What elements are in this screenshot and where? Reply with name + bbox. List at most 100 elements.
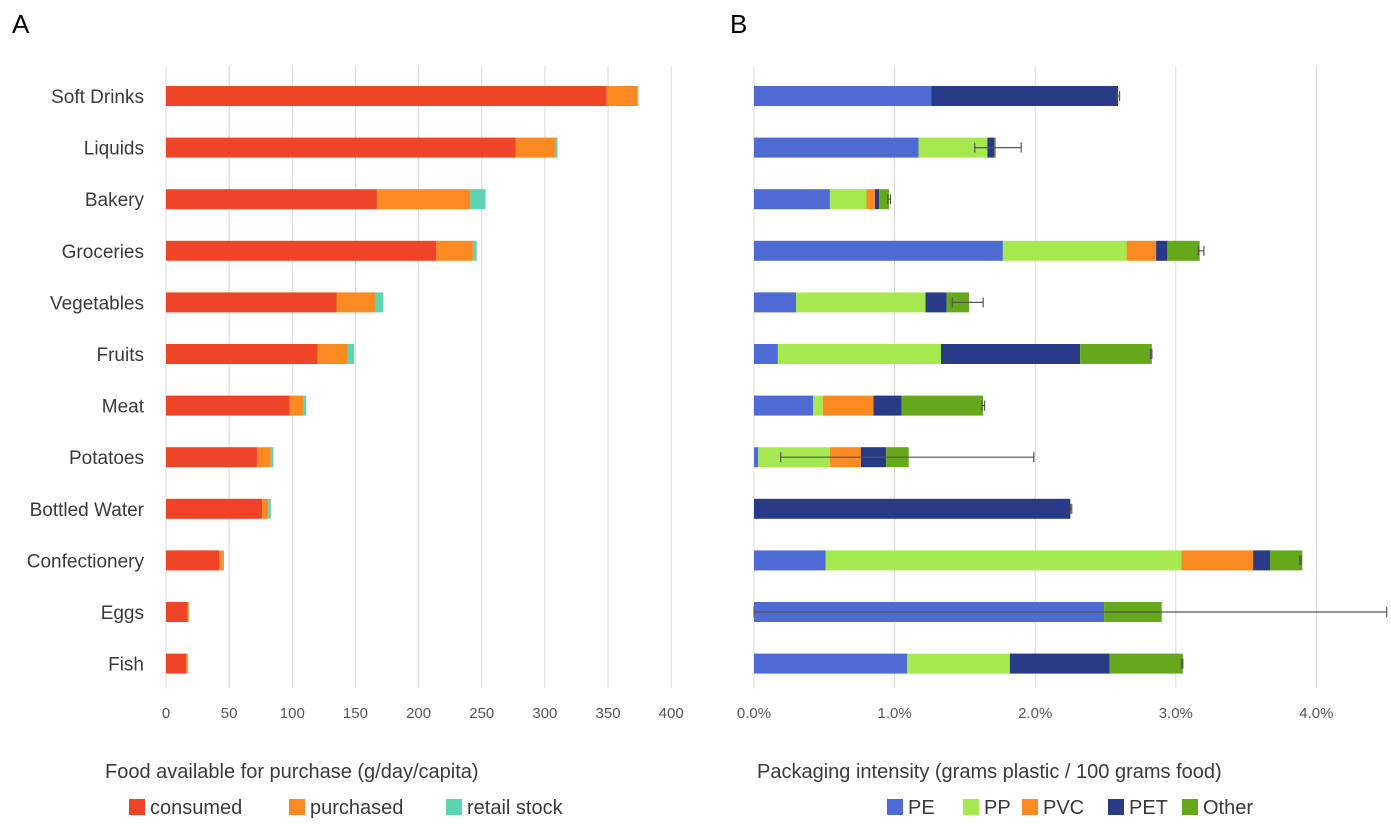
- bar-other-meat: [901, 395, 984, 416]
- x-tick-label: 0.0%: [737, 705, 771, 722]
- bar-other-confectionery: [1270, 550, 1303, 571]
- bar-consumed-liquids: [166, 137, 516, 158]
- bar-pvc-confectionery: [1181, 550, 1254, 571]
- x-tick-label: 300: [532, 705, 557, 722]
- panel-letter-a: A: [12, 9, 30, 39]
- error-bar-liquids: [974, 142, 1022, 153]
- bar-pet-fish: [1009, 653, 1110, 674]
- bar-purchased-meat: [289, 395, 304, 416]
- legend-item-pp: PP: [963, 797, 1011, 819]
- bar-other-groceries: [1167, 240, 1200, 261]
- x-tick-label: 400: [659, 705, 684, 722]
- bar-pp-fish: [907, 653, 1010, 674]
- error-bar-soft-drinks: [1116, 91, 1121, 101]
- legend-label: PVC: [1043, 797, 1084, 819]
- bar-retail-stock-fish: [187, 653, 189, 674]
- legend-swatch: [446, 799, 462, 815]
- legend-item-other: Other: [1182, 797, 1253, 819]
- category-label: Fish: [108, 655, 144, 676]
- legend-item-purchased: purchased: [289, 797, 403, 819]
- x-tick-label: 0: [162, 705, 170, 722]
- bar-pet-fruits: [940, 344, 1081, 364]
- chart-b: B 0.0% 1.0% 2.0% 3.0% 4.0% Packaging intensity…: [730, 9, 1388, 819]
- bar-pe-liquids: [754, 137, 919, 158]
- legend-swatch: [1108, 799, 1124, 815]
- legend-label: PP: [984, 797, 1011, 819]
- bar-pet-bakery: [874, 189, 880, 210]
- legend-item-pet: PET: [1108, 797, 1168, 819]
- legend-label: PE: [908, 797, 935, 819]
- bar-consumed-potatoes: [166, 447, 257, 468]
- bar-pp-liquids: [918, 137, 988, 158]
- error-bar-potatoes: [780, 452, 1035, 463]
- error-bar-fruits: [1149, 349, 1153, 359]
- category-label: Bakery: [85, 190, 145, 211]
- bar-pet-vegetables: [925, 292, 947, 313]
- legend-label: consumed: [150, 797, 242, 819]
- bar-pvc-bakery: [866, 189, 875, 210]
- legend-swatch: [289, 799, 305, 815]
- error-bar-eggs: [753, 607, 1388, 617]
- bar-retail-stock-soft-drinks: [637, 86, 639, 106]
- legend-item-pvc: PVC: [1022, 797, 1084, 819]
- bar-purchased-fruits: [317, 344, 348, 364]
- bar-consumed-soft-drinks: [166, 86, 607, 106]
- category-label: Eggs: [101, 603, 144, 624]
- bar-pe-meat: [754, 395, 814, 416]
- error-bar-confectionery: [1298, 555, 1302, 566]
- x-tick-label: 50: [221, 705, 238, 722]
- bar-pp-vegetables: [796, 292, 926, 313]
- legend-label: PET: [1129, 797, 1168, 819]
- bar-pp-meat: [813, 395, 823, 416]
- bar-consumed-fruits: [166, 344, 318, 364]
- error-bar-meat: [981, 400, 986, 411]
- bar-consumed-meat: [166, 395, 290, 416]
- x-axis-title: Food available for purchase (g/day/capit…: [105, 761, 479, 783]
- panel-letter-b: B: [730, 9, 747, 39]
- bar-consumed-fish: [166, 653, 187, 674]
- bar-retail-stock-eggs: [188, 602, 190, 622]
- legend-item-pe: PE: [887, 797, 935, 819]
- bar-pet-confectionery: [1253, 550, 1271, 571]
- legend-label: Other: [1203, 797, 1253, 819]
- bar-pet-groceries: [1156, 240, 1168, 261]
- bar-retail-stock-bakery: [470, 189, 486, 210]
- bar-purchased-fish: [186, 653, 188, 674]
- category-label: Potatoes: [69, 448, 144, 469]
- category-label: Bottled Water: [30, 500, 145, 521]
- legend-swatch: [1182, 799, 1198, 815]
- error-bar-groceries: [1197, 245, 1205, 256]
- bar-pe-vegetables: [754, 292, 797, 313]
- category-label: Fruits: [97, 345, 145, 366]
- x-tick-label: 2.0%: [1018, 705, 1052, 722]
- bar-purchased-bottled-water: [261, 498, 269, 519]
- x-tick-label: 1.0%: [877, 705, 911, 722]
- bar-pet-meat: [873, 395, 902, 416]
- x-tick-label: 350: [596, 705, 621, 722]
- legend-item-consumed: consumed: [129, 797, 242, 819]
- legend-label: purchased: [310, 797, 403, 819]
- bar-pe-fruits: [754, 344, 778, 364]
- bar-pet-bottled-water: [754, 498, 1071, 519]
- bar-retail-stock-potatoes: [270, 447, 274, 468]
- bar-pe-fish: [754, 653, 908, 674]
- legend-item-retail-stock: retail stock: [446, 797, 564, 819]
- x-tick-label: 150: [343, 705, 368, 722]
- bar-consumed-bakery: [166, 189, 377, 210]
- bar-retail-stock-fruits: [347, 344, 355, 364]
- bar-retail-stock-meat: [303, 395, 307, 416]
- bar-pet-soft-drinks: [931, 86, 1119, 106]
- bar-pe-groceries: [754, 240, 1003, 261]
- error-bar-bakery: [886, 194, 891, 205]
- category-label: Soft Drinks: [51, 87, 144, 108]
- bar-pe-potatoes: [754, 447, 759, 468]
- x-tick-label: 4.0%: [1299, 705, 1333, 722]
- x-tick-label: 3.0%: [1159, 705, 1193, 722]
- bar-pvc-groceries: [1126, 240, 1157, 261]
- legend-swatch: [887, 799, 903, 815]
- bar-purchased-soft-drinks: [606, 86, 638, 106]
- bar-pp-fruits: [777, 344, 941, 364]
- error-bar-vegetables: [951, 297, 984, 308]
- bar-purchased-eggs: [187, 602, 189, 622]
- bar-consumed-groceries: [166, 240, 437, 261]
